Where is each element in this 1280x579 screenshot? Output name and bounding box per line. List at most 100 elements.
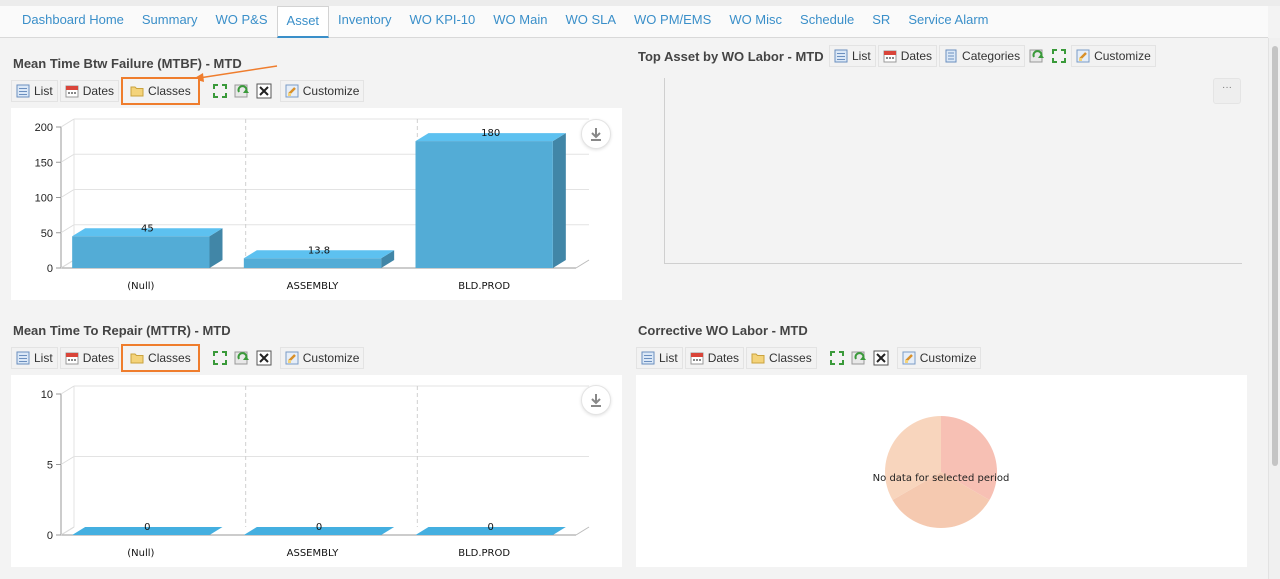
tab-wo-kpi-10[interactable]: WO KPI-10 <box>409 12 476 27</box>
mtbf-customize-button[interactable]: Customize <box>279 80 365 102</box>
mttr-value-label: 0 <box>144 522 150 533</box>
top-asset-dates-label: Dates <box>900 49 933 63</box>
mttr-dates-button[interactable]: Dates <box>59 347 120 369</box>
scrollbar-thumb[interactable] <box>1272 46 1278 466</box>
mtbf-bar[interactable] <box>415 133 566 268</box>
mtbf-chart: 0 50 100 150 200 45 (Null) 13.8 ASSEMBLY 180 BLD.P… <box>11 108 622 300</box>
mttr-list-button[interactable]: List <box>11 347 58 369</box>
tab-inventory[interactable]: Inventory <box>338 12 392 27</box>
mtbf-list-button[interactable]: List <box>11 80 58 102</box>
calendar-icon <box>690 352 704 365</box>
top-asset-title: Top Asset by WO Labor - MTD <box>638 49 824 64</box>
top-asset-expand-button[interactable] <box>1049 46 1069 66</box>
mttr-grid-diag <box>60 456 75 465</box>
mtbf-classes-button[interactable]: Classes <box>121 77 200 105</box>
tab-service-alarm[interactable]: Service Alarm <box>908 12 989 27</box>
mttr-bar[interactable] <box>243 527 395 535</box>
mtbf-title: Mean Time Btw Failure (MTBF) - MTD <box>13 56 242 71</box>
mtbf-bar-front <box>72 236 210 268</box>
mtbf-value-label: 180 <box>481 128 500 139</box>
corrective-expand-button[interactable] <box>827 348 847 368</box>
top-asset-dates-button[interactable]: Dates <box>877 45 938 67</box>
mttr-bar-top <box>72 527 223 535</box>
mtbf-y-tick-label: 200 <box>35 122 53 134</box>
close-icon <box>256 350 272 366</box>
mttr-refresh-button[interactable] <box>232 348 252 368</box>
mtbf-download-button[interactable] <box>581 119 611 149</box>
mtbf-grid-diag <box>60 224 75 234</box>
download-icon <box>591 394 601 407</box>
mttr-expand-button[interactable] <box>210 348 230 368</box>
mttr-close-button[interactable] <box>254 348 274 368</box>
mttr-bar[interactable] <box>415 527 566 535</box>
top-asset-customize-label: Customize <box>1094 49 1151 63</box>
tab-wo-sla[interactable]: WO SLA <box>565 12 617 27</box>
corrective-classes-label: Classes <box>769 351 812 365</box>
mtbf-y-tick-label: 100 <box>35 193 53 205</box>
tab-wo-misc[interactable]: WO Misc <box>729 12 783 27</box>
corrective-classes-button[interactable]: Classes <box>746 347 817 369</box>
mttr-chart-svg: 0 5 10 0 (Null) 0 ASSEMBLY 0 BLD.PROD <box>41 385 590 559</box>
close-icon <box>873 350 889 366</box>
tab-sr[interactable]: SR <box>872 12 891 27</box>
mtbf-close-button[interactable] <box>254 81 274 101</box>
tab-wo-ps[interactable]: WO P&S <box>215 12 268 27</box>
corrective-toolbar: List Dates Classes Customize <box>636 347 983 369</box>
corrective-dates-button[interactable]: Dates <box>684 347 745 369</box>
top-asset-list-label: List <box>852 49 871 63</box>
mttr-y-tick-label: 0 <box>47 530 53 542</box>
top-asset-list-button[interactable]: List <box>829 45 876 67</box>
mttr-classes-button[interactable]: Classes <box>121 344 200 372</box>
list-icon <box>16 351 30 365</box>
mttr-classes-label: Classes <box>148 351 191 365</box>
tab-schedule[interactable]: Schedule <box>800 12 855 27</box>
corrective-customize-button[interactable]: Customize <box>896 347 982 369</box>
top-asset-categories-button[interactable]: Categories <box>939 45 1026 67</box>
mtbf-bar-side <box>552 133 566 268</box>
mttr-value-label: 0 <box>487 522 493 533</box>
folder-icon <box>130 353 144 364</box>
tab-asset[interactable]: Asset <box>276 6 330 38</box>
mttr-bar[interactable] <box>72 527 223 535</box>
top-asset-refresh-button[interactable] <box>1027 46 1047 66</box>
mtbf-value-label: 45 <box>141 223 154 234</box>
mttr-value-label: 0 <box>316 522 322 533</box>
scrollbar[interactable] <box>1268 38 1280 579</box>
corrective-close-button[interactable] <box>871 348 891 368</box>
tab-wo-pm-ems[interactable]: WO PM/EMS <box>634 12 712 27</box>
customize-icon <box>285 351 299 365</box>
tab-dashboard-home[interactable]: Dashboard Home <box>22 12 124 27</box>
mtbf-y-tick-label: 150 <box>35 157 53 169</box>
top-asset-customize-button[interactable]: Customize <box>1071 45 1156 67</box>
mttr-customize-label: Customize <box>302 351 360 365</box>
tab-wo-main[interactable]: WO Main <box>493 12 548 27</box>
close-icon <box>256 83 272 99</box>
mttr-toolbar: List Dates Classes Customize <box>11 344 366 372</box>
mtbf-refresh-button[interactable] <box>232 81 252 101</box>
mttr-title: Mean Time To Repair (MTTR) - MTD <box>13 323 231 338</box>
mttr-customize-button[interactable]: Customize <box>279 347 365 369</box>
mtbf-bar-top <box>243 250 395 259</box>
mtbf-bar[interactable] <box>243 250 395 268</box>
mttr-download-button[interactable] <box>581 385 611 415</box>
corrective-refresh-button[interactable] <box>849 348 869 368</box>
corrective-list-button[interactable]: List <box>636 347 683 369</box>
calendar-icon <box>65 85 79 98</box>
mttr-list-label: List <box>34 351 53 365</box>
mtbf-floor-right <box>575 259 590 269</box>
top-asset-more-button[interactable]: ··· <box>1213 78 1241 104</box>
download-icon <box>591 128 601 141</box>
mttr-bar-top <box>243 527 395 535</box>
mtbf-bar-front <box>415 141 553 268</box>
mtbf-bar[interactable] <box>72 228 223 268</box>
mtbf-chart-svg: 0 50 100 150 200 45 (Null) 13.8 ASSEMBLY 180 BLD.P… <box>35 118 590 292</box>
mtbf-expand-button[interactable] <box>210 81 230 101</box>
mtbf-dates-button[interactable]: Dates <box>59 80 120 102</box>
mtbf-grid-diag <box>60 259 75 269</box>
mttr-dates-label: Dates <box>82 351 115 365</box>
mtbf-category-label: BLD.PROD <box>458 281 510 292</box>
tab-summary[interactable]: Summary <box>141 12 198 27</box>
mtbf-value-label: 13.8 <box>308 245 330 256</box>
mtbf-y-tick-label: 50 <box>41 228 53 240</box>
mttr-grid-diag <box>60 526 75 536</box>
